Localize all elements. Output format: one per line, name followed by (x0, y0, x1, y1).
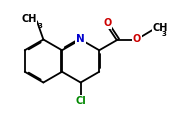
Text: CH: CH (22, 14, 37, 24)
Text: CH: CH (153, 23, 168, 33)
Text: O: O (133, 35, 141, 45)
Text: 3: 3 (161, 31, 166, 37)
Text: N: N (76, 35, 85, 45)
Text: Cl: Cl (75, 96, 86, 106)
Text: 3: 3 (38, 23, 43, 29)
Text: O: O (103, 18, 111, 28)
